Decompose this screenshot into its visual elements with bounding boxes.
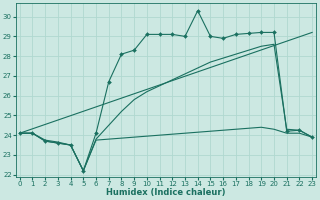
X-axis label: Humidex (Indice chaleur): Humidex (Indice chaleur) [106,188,226,197]
